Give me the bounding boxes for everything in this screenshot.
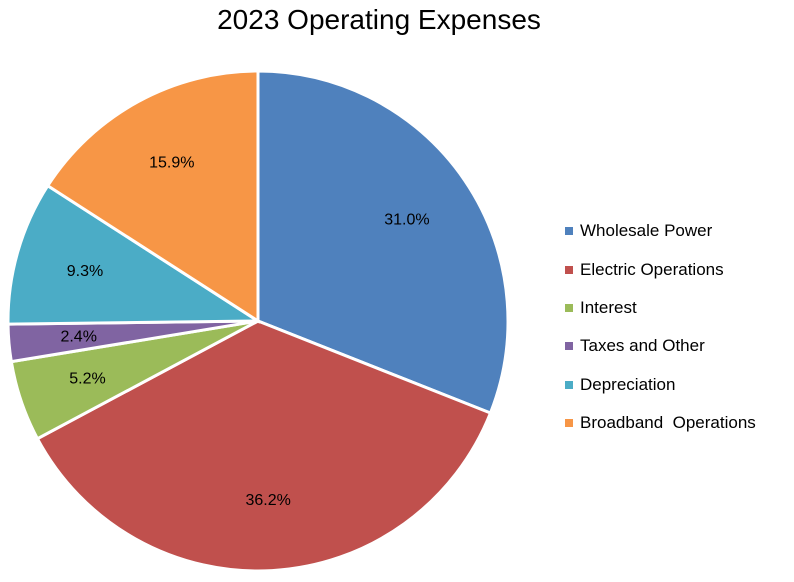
legend-item: Wholesale Power — [565, 212, 756, 250]
slice-data-label: 36.2% — [246, 492, 291, 509]
legend-label: Electric Operations — [580, 259, 724, 279]
legend-swatch — [565, 303, 573, 312]
slice-data-label: 31.0% — [384, 211, 429, 228]
slice-data-label: 9.3% — [67, 263, 103, 280]
legend-item: Taxes and Other — [565, 327, 756, 365]
legend-swatch — [565, 419, 573, 428]
legend-label: Depreciation — [580, 374, 676, 394]
legend-swatch — [565, 380, 573, 389]
pie-data-labels: 31.0% 36.2% 5.2% 2.4% 9.3% 15.9% — [60, 155, 429, 510]
pie-slice — [35, 319, 493, 573]
chart-title: 2023 Operating Expenses — [217, 4, 541, 35]
pie-slice — [45, 69, 260, 324]
legend-label: Wholesale Power — [580, 221, 713, 241]
legend-item: Broadband Operations — [565, 404, 756, 442]
slice-data-label: 5.2% — [69, 370, 105, 387]
legend-swatch — [565, 342, 573, 351]
legend-swatch — [565, 227, 573, 236]
legend-swatch — [565, 265, 573, 274]
pie-slice — [256, 69, 510, 415]
legend-item: Depreciation — [565, 366, 756, 404]
pie-slices — [6, 69, 510, 573]
slice-data-label: 15.9% — [149, 155, 194, 172]
legend: Wholesale Power Electric Operations Intere… — [565, 212, 756, 442]
slice-data-label: 2.4% — [60, 328, 96, 345]
legend-item: Interest — [565, 289, 756, 327]
legend-item: Electric Operations — [565, 250, 756, 288]
pie-slice — [6, 183, 264, 326]
legend-label: Taxes and Other — [580, 336, 705, 356]
legend-label: Interest — [580, 297, 637, 317]
legend-label: Broadband Operations — [580, 413, 756, 433]
